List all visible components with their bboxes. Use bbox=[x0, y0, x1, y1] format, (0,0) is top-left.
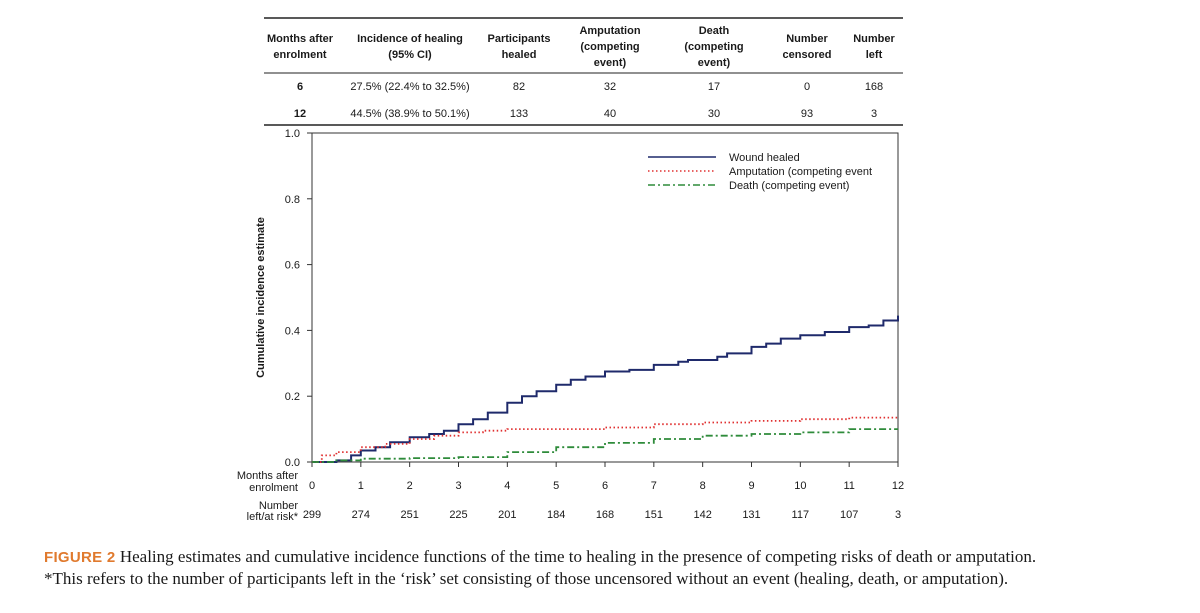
at-risk-value: 142 bbox=[693, 509, 711, 521]
at-risk-value: 3 bbox=[895, 509, 901, 521]
at-risk-value: 225 bbox=[449, 509, 467, 521]
x-tick-label: 11 bbox=[843, 480, 854, 492]
table-cell: 12 bbox=[294, 108, 306, 120]
table-header-cell: event) bbox=[698, 57, 731, 69]
caption-text: Healing estimates and cumulative inciden… bbox=[119, 547, 1037, 566]
at-risk-value: 151 bbox=[645, 509, 663, 521]
at-risk-value: 107 bbox=[840, 509, 858, 521]
y-tick-label: 0.0 bbox=[285, 457, 300, 469]
table-header-cell: censored bbox=[783, 49, 832, 61]
y-tick-label: 1.0 bbox=[285, 128, 300, 140]
y-tick-label: 0.2 bbox=[285, 391, 300, 403]
at-risk-value: 274 bbox=[352, 509, 370, 521]
at-risk-value: 299 bbox=[303, 509, 321, 521]
table-cell: 27.5% (22.4% to 32.5%) bbox=[350, 81, 469, 93]
table-cell: 30 bbox=[708, 108, 720, 120]
at-risk-value: 131 bbox=[742, 509, 760, 521]
table-cell: 17 bbox=[708, 81, 720, 93]
caption-main: FIGURE 2 Healing estimates and cumulativ… bbox=[44, 546, 1164, 568]
at-risk-value: 184 bbox=[547, 509, 565, 521]
table-cell: 133 bbox=[510, 108, 528, 120]
x-tick-label: 12 bbox=[892, 480, 904, 492]
table-header-cell: (competing bbox=[684, 41, 743, 53]
x-tick-label: 0 bbox=[309, 480, 315, 492]
table-header-cell: Number bbox=[786, 33, 828, 45]
table-cell: 82 bbox=[513, 81, 525, 93]
table-cell: 93 bbox=[801, 108, 813, 120]
at-risk-value: 201 bbox=[498, 509, 516, 521]
table-cell: 0 bbox=[804, 81, 810, 93]
series-line-death-competing-event bbox=[312, 428, 898, 463]
table-header-cell: left bbox=[866, 49, 883, 61]
table-header-cell: (competing bbox=[580, 41, 639, 53]
legend-label: Wound healed bbox=[729, 152, 800, 164]
table-header-cell: Participants bbox=[488, 33, 551, 45]
table-cell: 168 bbox=[865, 81, 883, 93]
x-tick-label: 1 bbox=[358, 480, 364, 492]
x-tick-label: 10 bbox=[794, 480, 806, 492]
x-tick-label: 7 bbox=[651, 480, 657, 492]
figure-label: FIGURE 2 bbox=[44, 549, 116, 566]
at-risk-label: Number bbox=[259, 500, 298, 512]
table-header-cell: healed bbox=[502, 49, 537, 61]
table-cell: 3 bbox=[871, 108, 877, 120]
legend-label: Amputation (competing event bbox=[729, 166, 872, 178]
table-header-cell: enrolment bbox=[273, 49, 327, 61]
table-header-cell: Death bbox=[699, 25, 730, 37]
x-tick-label: 3 bbox=[455, 480, 461, 492]
at-risk-value: 251 bbox=[400, 509, 418, 521]
x-tick-label: 8 bbox=[700, 480, 706, 492]
table-header-cell: Incidence of healing bbox=[357, 33, 463, 45]
x-tick-label: 5 bbox=[553, 480, 559, 492]
table-cell: 44.5% (38.9% to 50.1%) bbox=[350, 108, 469, 120]
table-cell: 32 bbox=[604, 81, 616, 93]
x-tick-label: 4 bbox=[504, 480, 510, 492]
y-tick-label: 0.6 bbox=[285, 260, 300, 272]
x-tick-label: 2 bbox=[407, 480, 413, 492]
y-tick-label: 0.8 bbox=[285, 194, 300, 206]
y-axis-label: Cumulative incidence estimate bbox=[255, 217, 267, 378]
at-risk-value: 117 bbox=[792, 509, 810, 521]
y-tick-label: 0.4 bbox=[285, 325, 300, 337]
at-risk-label: left/at risk* bbox=[247, 511, 299, 523]
series-line-wound-healed bbox=[312, 315, 899, 463]
x-tick-label: 9 bbox=[748, 480, 754, 492]
table-header-cell: Number bbox=[853, 33, 895, 45]
table-cell: 40 bbox=[604, 108, 616, 120]
table-header-cell: (95% CI) bbox=[388, 49, 432, 61]
x-axis-label: Months after bbox=[237, 470, 298, 482]
table-header-cell: event) bbox=[594, 57, 627, 69]
series-line-amputation-competing-event bbox=[312, 416, 898, 463]
x-axis-label: enrolment bbox=[249, 482, 298, 494]
x-tick-label: 6 bbox=[602, 480, 608, 492]
caption-footnote: *This refers to the number of participan… bbox=[44, 569, 1009, 588]
table-cell: 6 bbox=[297, 81, 303, 93]
legend-label: Death (competing event) bbox=[729, 180, 849, 192]
table-header-cell: Amputation bbox=[579, 25, 640, 37]
figure-caption: FIGURE 2 Healing estimates and cumulativ… bbox=[44, 546, 1164, 589]
table-header-cell: Months after bbox=[267, 33, 334, 45]
at-risk-value: 168 bbox=[596, 509, 614, 521]
